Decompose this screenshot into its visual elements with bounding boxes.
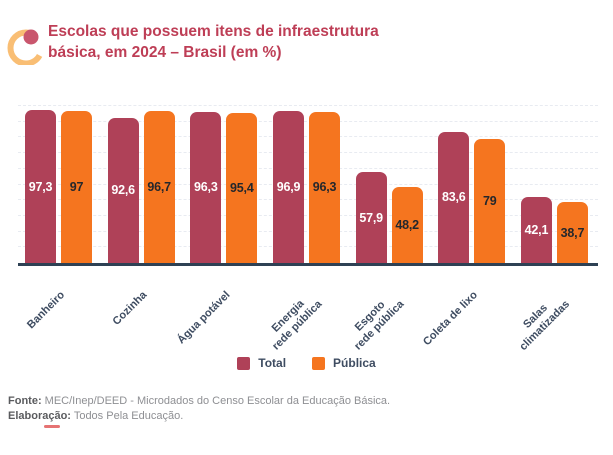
legend-item-publica: Pública	[312, 356, 376, 370]
x-axis-label: Banheiro	[24, 289, 67, 332]
gridline	[18, 214, 598, 216]
bar-value-label: 96,3	[194, 180, 218, 195]
bar-value-label: 83,6	[442, 190, 466, 205]
bar-group: 57,9 48,2 Esgoto rede pública	[352, 106, 423, 352]
total-bar: 42,1	[520, 196, 552, 263]
source-note: Fonte: MEC/Inep/DEED - Microdados do Cen…	[8, 394, 390, 428]
legend-item-total: Total	[237, 356, 286, 370]
bar-value-label: 92,6	[111, 183, 135, 198]
total-bar: 57,9	[355, 172, 387, 263]
bar-value-label: 38,7	[560, 225, 585, 240]
total-bar: 97,3	[25, 110, 56, 263]
publica-bar: 79	[474, 138, 506, 263]
gridline	[18, 136, 598, 138]
gridline	[18, 105, 598, 106]
publica-bar: 96,3	[308, 111, 340, 263]
bar-value-label: 97,3	[28, 179, 53, 194]
bar-group: 96,3 95,4 Água potável	[175, 106, 258, 346]
legend-swatch	[237, 356, 251, 370]
bar-group: 92,6 96,7 Cozinha	[107, 106, 175, 328]
x-axis-label: Esgoto rede pública	[352, 298, 407, 353]
bar-group: 96,9 96,3 Energia rede pública	[269, 106, 340, 352]
bar-value-label: 95,4	[230, 181, 254, 196]
gridline	[18, 152, 598, 154]
x-axis-label: Energia rede pública	[269, 297, 325, 353]
gridline	[18, 120, 598, 122]
arc-with-dot-icon	[7, 29, 45, 65]
bar-value-label: 97	[69, 179, 84, 194]
fonte-line: Fonte: MEC/Inep/DEED - Microdados do Cen…	[8, 394, 390, 409]
bar-group: 83,6 79 Coleta de lixo	[421, 106, 506, 348]
red-underline-mark	[44, 425, 60, 428]
total-bar: 83,6	[438, 131, 470, 263]
legend-label: Pública	[333, 356, 376, 370]
publica-bar: 38,7	[556, 202, 588, 263]
bar-value-label: 48,2	[395, 218, 419, 233]
elaboracao-label: Elaboração:	[8, 410, 71, 422]
legend: Total Pública	[0, 356, 613, 370]
publica-bar: 97	[61, 110, 92, 263]
publica-bar: 96,7	[143, 111, 175, 263]
x-axis-label: Coleta de lixo	[421, 289, 481, 349]
bar-value-label: 79	[483, 193, 497, 208]
bar-group: 97,3 97 Banheiro	[25, 106, 92, 331]
publica-bar: 95,4	[226, 113, 258, 263]
gridline	[18, 230, 598, 232]
total-bar: 96,9	[272, 110, 304, 263]
chart-title: Escolas que possuem itens de infraestrut…	[48, 23, 379, 61]
bar-value-label: 42,1	[524, 222, 549, 237]
elaboracao-text: Todos Pela Educação.	[70, 410, 184, 422]
x-axis-label: Água potável	[174, 289, 233, 347]
bar-value-label: 96,7	[147, 180, 171, 195]
fonte-label: Fonte:	[8, 395, 42, 407]
plot-area: 97,3 97 Banheiro 92,6 96,7 Cozinha 96,3 95,4 Águ…	[18, 105, 598, 353]
gridline	[18, 246, 598, 248]
publica-bar: 48,2	[391, 187, 423, 263]
fonte-text: MEC/Inep/DEED - Microdados do Censo Esco…	[41, 395, 391, 407]
bar-chart: 97,3 97 Banheiro 92,6 96,7 Cozinha 96,3 95,4 Águ…	[18, 105, 598, 353]
bar-value-label: 96,9	[276, 179, 301, 194]
elaboracao-line: Elaboração: Todos Pela Educação.	[8, 409, 390, 424]
bar-group: 42,1 38,7 Salas climatizadas	[517, 106, 588, 353]
total-bar: 92,6	[107, 117, 139, 263]
legend-swatch	[312, 356, 326, 370]
gridline	[18, 199, 598, 201]
bar-value-label: 57,9	[359, 210, 383, 225]
legend-label: Total	[258, 356, 287, 370]
total-bar: 96,3	[190, 111, 222, 263]
x-axis-label: Salas climatizadas	[517, 298, 573, 353]
gridline	[18, 183, 598, 185]
x-axis-label: Cozinha	[110, 289, 150, 328]
bar-value-label: 96,3	[312, 180, 337, 195]
gridline	[18, 167, 598, 169]
